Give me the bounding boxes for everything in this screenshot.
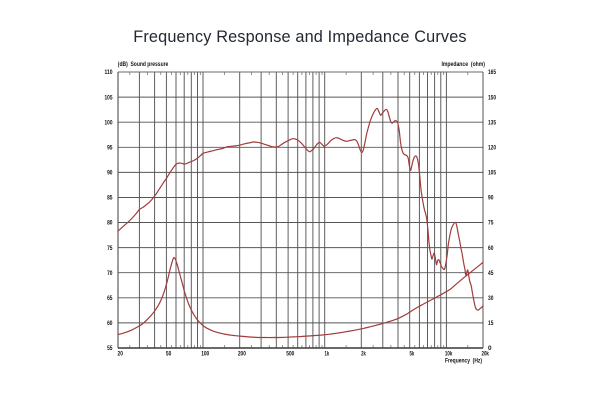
svg-text:30: 30	[488, 295, 494, 302]
svg-text:500: 500	[286, 350, 294, 357]
svg-text:105: 105	[105, 94, 113, 101]
svg-text:90: 90	[107, 170, 113, 177]
svg-text:60: 60	[488, 245, 494, 252]
svg-text:(dB) Sound pressure: (dB) Sound pressure	[118, 61, 169, 68]
svg-text:Frequency (Hz): Frequency (Hz)	[445, 358, 482, 365]
svg-text:1k: 1k	[325, 350, 330, 357]
svg-text:0: 0	[488, 345, 492, 352]
svg-text:165: 165	[488, 69, 496, 76]
svg-text:120: 120	[488, 145, 496, 152]
svg-text:95: 95	[107, 145, 113, 152]
svg-text:2k: 2k	[361, 350, 366, 357]
svg-text:45: 45	[488, 270, 494, 277]
svg-text:200: 200	[238, 350, 246, 357]
svg-text:65: 65	[107, 295, 113, 302]
svg-text:80: 80	[107, 220, 113, 227]
svg-text:150: 150	[488, 94, 496, 101]
svg-text:60: 60	[107, 320, 113, 327]
svg-text:20: 20	[118, 350, 124, 357]
svg-text:100: 100	[105, 119, 113, 126]
svg-text:110: 110	[105, 69, 113, 76]
svg-text:90: 90	[488, 195, 494, 202]
svg-text:100: 100	[201, 350, 209, 357]
svg-text:20k: 20k	[482, 350, 490, 357]
svg-text:85: 85	[107, 195, 113, 202]
svg-text:75: 75	[107, 245, 113, 252]
svg-text:Frequency Response and Impedan: Frequency Response and Impedance Curves	[133, 28, 466, 46]
svg-text:70: 70	[107, 270, 113, 277]
svg-text:50: 50	[166, 350, 172, 357]
svg-text:105: 105	[488, 170, 496, 177]
svg-text:55: 55	[107, 345, 113, 352]
svg-text:75: 75	[488, 220, 494, 227]
svg-text:5k: 5k	[410, 350, 415, 357]
svg-text:10k: 10k	[445, 350, 453, 357]
svg-text:15: 15	[488, 320, 494, 327]
svg-text:Impedance (ohm): Impedance (ohm)	[442, 61, 486, 68]
svg-text:135: 135	[488, 119, 496, 126]
